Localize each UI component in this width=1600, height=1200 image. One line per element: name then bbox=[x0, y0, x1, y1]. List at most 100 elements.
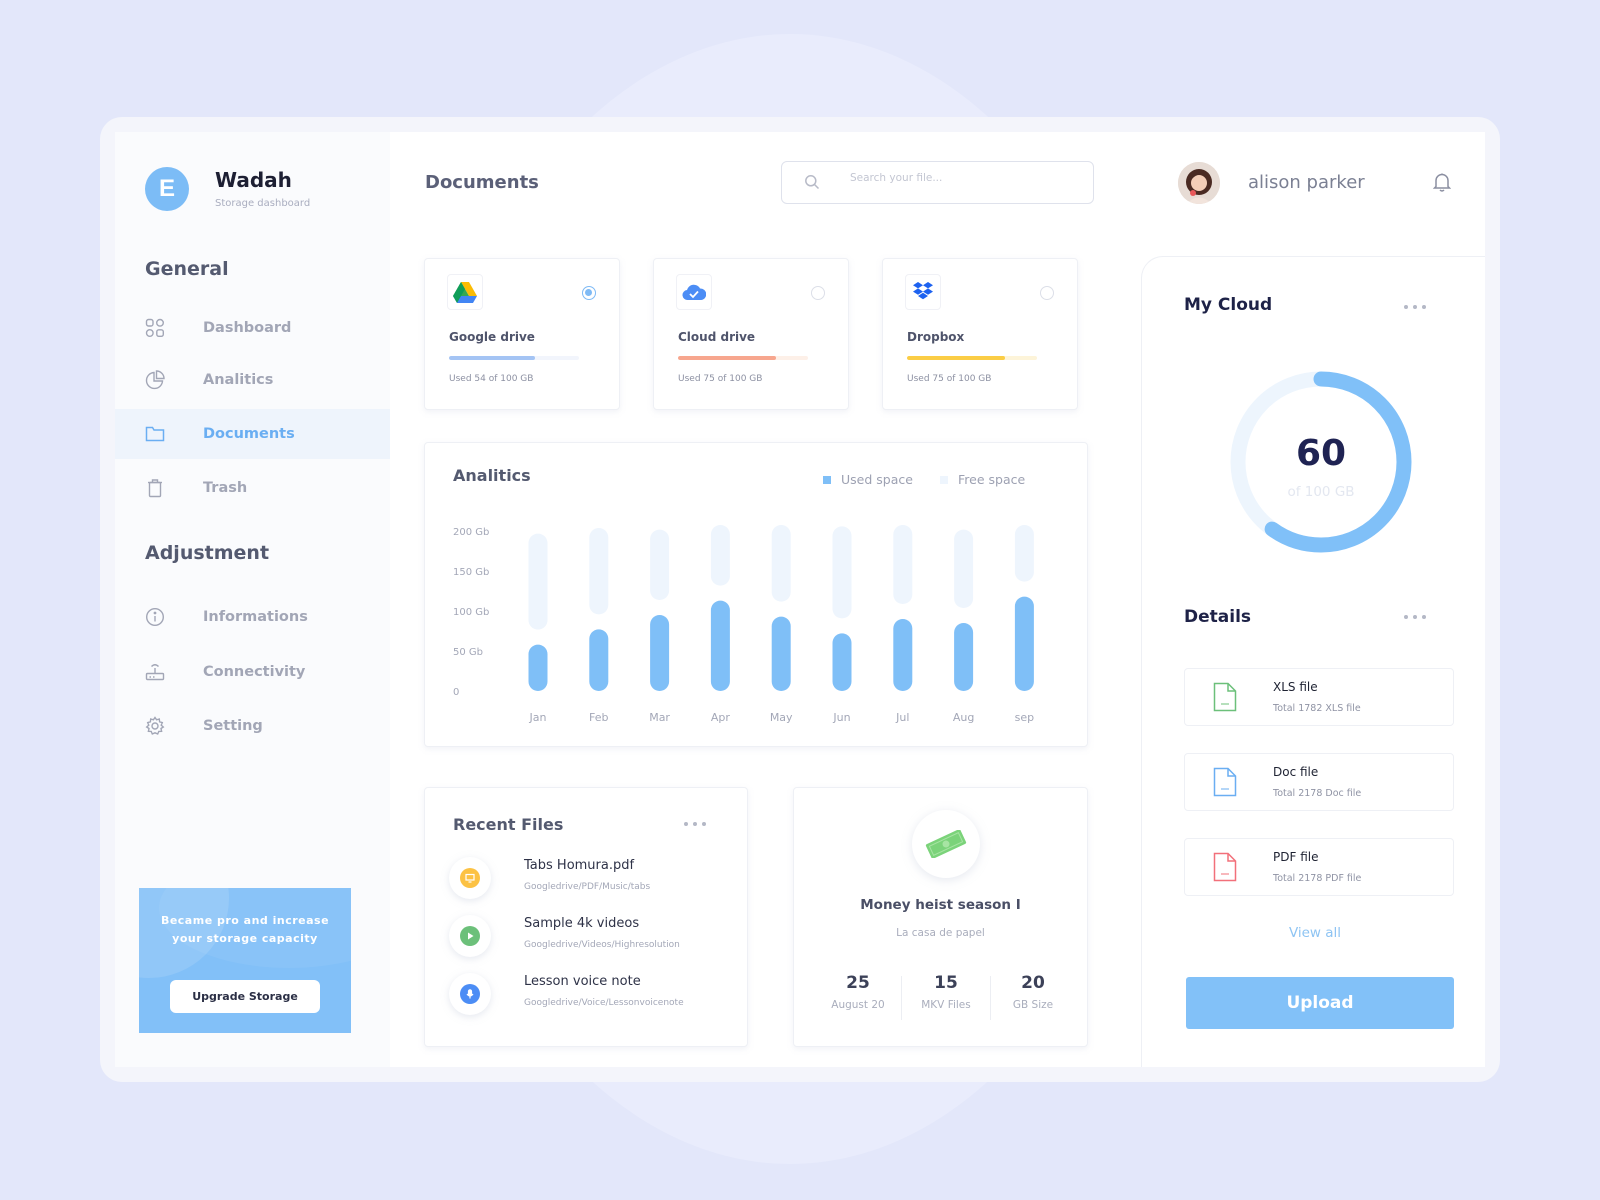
bar-free-space bbox=[710, 525, 730, 586]
storage-radio[interactable] bbox=[1040, 286, 1054, 300]
stat-value: 25 bbox=[846, 973, 870, 993]
sidebar-item-label: Connectivity bbox=[203, 664, 306, 680]
view-all-link[interactable]: View all bbox=[1288, 925, 1342, 941]
brand-subtitle: Storage dashboard bbox=[215, 198, 311, 209]
stat-label: August 20 bbox=[831, 999, 885, 1011]
sidebar-item-analitics[interactable]: Analitics bbox=[115, 355, 390, 405]
upgrade-storage-button[interactable]: Upgrade Storage bbox=[170, 980, 320, 1013]
sidebar-item-informations[interactable]: Informations bbox=[115, 592, 390, 642]
x-tick-label: sep bbox=[1015, 711, 1034, 724]
sidebar-item-documents[interactable]: Documents bbox=[115, 409, 390, 459]
detail-card-xls[interactable]: XLS file Total 1782 XLS file bbox=[1184, 668, 1454, 726]
bar-free-space bbox=[771, 525, 791, 602]
grid-icon bbox=[145, 318, 165, 338]
play-icon bbox=[460, 926, 480, 946]
y-tick-label: 150 Gb bbox=[453, 567, 489, 578]
details-title: Details bbox=[1184, 607, 1252, 627]
storage-progress bbox=[449, 356, 579, 360]
legend-used-space: Used space bbox=[823, 472, 913, 487]
file-path: Googledrive/Voice/Lessonvoicenote bbox=[524, 998, 684, 1008]
y-tick-label: 200 Gb bbox=[453, 527, 489, 538]
media-card[interactable]: Money heist season I La casa de papel 25… bbox=[793, 787, 1088, 1047]
x-tick-label: Mar bbox=[649, 711, 670, 724]
file-name: Sample 4k videos bbox=[524, 916, 640, 931]
y-tick-label: 0 bbox=[453, 687, 459, 698]
file-name: Tabs Homura.pdf bbox=[524, 858, 635, 873]
cloud-usage-value: 60 bbox=[1295, 433, 1347, 474]
recent-files-panel: Recent Files Tabs Homura.pdf Googledrive… bbox=[424, 787, 748, 1047]
storage-card-google-drive[interactable]: Google drive Used 54 of 100 GB bbox=[424, 258, 620, 410]
storage-card-dropbox[interactable]: Dropbox Used 75 of 100 GB bbox=[882, 258, 1078, 410]
x-tick-label: Jul bbox=[895, 711, 909, 724]
sidebar-item-setting[interactable]: Setting bbox=[115, 701, 390, 751]
storage-progress-fill bbox=[678, 356, 776, 360]
trash-icon bbox=[145, 478, 165, 498]
recent-file-row[interactable]: Sample 4k videos Googledrive/Videos/High… bbox=[449, 914, 729, 960]
stat-divider bbox=[990, 976, 991, 1020]
legend-swatch bbox=[823, 475, 831, 484]
sidebar-item-label: Dashboard bbox=[203, 320, 292, 336]
recent-files-title: Recent Files bbox=[453, 815, 564, 834]
search-icon bbox=[804, 174, 820, 194]
mic-icon bbox=[460, 984, 480, 1004]
storage-name: Cloud drive bbox=[678, 330, 756, 344]
media-stat: 25 August 20 bbox=[814, 973, 902, 1011]
bar-free-space bbox=[528, 533, 548, 630]
sidebar-item-label: Trash bbox=[203, 480, 248, 496]
upload-button[interactable]: Upload bbox=[1186, 977, 1454, 1029]
y-tick-label: 100 Gb bbox=[453, 607, 489, 618]
bar-used-space bbox=[954, 623, 974, 691]
my-cloud-more-button[interactable] bbox=[1404, 305, 1426, 309]
search-input[interactable] bbox=[850, 172, 1070, 184]
storage-progress-fill bbox=[449, 356, 535, 360]
storage-used-text: Used 54 of 100 GB bbox=[449, 374, 534, 384]
analytics-title: Analitics bbox=[453, 466, 531, 485]
doc-file-icon bbox=[1213, 767, 1237, 801]
recent-file-row[interactable]: Tabs Homura.pdf Googledrive/PDF/Music/ta… bbox=[449, 856, 729, 902]
detail-name: XLS file bbox=[1273, 680, 1318, 694]
file-name: Lesson voice note bbox=[524, 974, 641, 989]
app-window: E Wadah Storage dashboard General Dashbo… bbox=[115, 132, 1485, 1067]
section-title-general: General bbox=[145, 258, 229, 280]
folder-icon bbox=[145, 424, 165, 444]
stat-value: 15 bbox=[934, 973, 958, 993]
search-box[interactable] bbox=[781, 161, 1094, 204]
file-icon-badge bbox=[449, 915, 491, 957]
analytics-panel: Analitics Used space Free space 200 Gb 15… bbox=[424, 442, 1088, 747]
media-subtitle: La casa de papel bbox=[896, 927, 985, 939]
storage-radio[interactable] bbox=[811, 286, 825, 300]
right-panel: My Cloud 60 of 100 GB Details XLS file T… bbox=[1141, 256, 1485, 1067]
storage-radio[interactable] bbox=[582, 286, 596, 300]
bar-free-space bbox=[832, 526, 852, 619]
legend-label: Free space bbox=[958, 472, 1026, 487]
sidebar-item-label: Informations bbox=[203, 609, 308, 625]
detail-card-pdf[interactable]: PDF file Total 2178 PDF file bbox=[1184, 838, 1454, 896]
storage-card-cloud-drive[interactable]: Cloud drive Used 75 of 100 GB bbox=[653, 258, 849, 410]
detail-count: Total 2178 PDF file bbox=[1273, 873, 1362, 884]
legend-label: Used space bbox=[841, 472, 913, 487]
detail-name: PDF file bbox=[1273, 850, 1319, 864]
recent-files-more-button[interactable] bbox=[684, 822, 706, 826]
sidebar-item-trash[interactable]: Trash bbox=[115, 463, 390, 513]
sidebar-item-connectivity[interactable]: Connectivity bbox=[115, 647, 390, 697]
x-tick-label: May bbox=[770, 711, 793, 724]
bar-used-space bbox=[771, 616, 791, 691]
bell-icon[interactable] bbox=[1432, 172, 1452, 196]
storage-progress-fill bbox=[907, 356, 1005, 360]
sidebar-item-label: Setting bbox=[203, 718, 263, 734]
analytics-bar-chart: 200 Gb 150 Gb 100 Gb 50 Gb 0 Jan Feb Mar Apr May J… bbox=[453, 525, 1034, 724]
bar-used-space bbox=[650, 615, 670, 691]
detail-card-doc[interactable]: Doc file Total 2178 Doc file bbox=[1184, 753, 1454, 811]
storage-progress bbox=[907, 356, 1037, 360]
avatar[interactable] bbox=[1178, 162, 1220, 204]
money-icon bbox=[912, 810, 980, 878]
upgrade-promo-card: Became pro and increase your storage cap… bbox=[139, 888, 351, 1033]
user-name[interactable]: alison parker bbox=[1248, 172, 1365, 193]
media-stat: 20 GB Size bbox=[989, 973, 1077, 1011]
recent-file-row[interactable]: Lesson voice note Googledrive/Voice/Less… bbox=[449, 972, 729, 1018]
dropbox-icon bbox=[905, 274, 941, 310]
details-more-button[interactable] bbox=[1404, 615, 1426, 619]
sidebar-item-dashboard[interactable]: Dashboard bbox=[115, 303, 390, 353]
y-tick-label: 50 Gb bbox=[453, 647, 483, 658]
file-icon-badge bbox=[449, 857, 491, 899]
